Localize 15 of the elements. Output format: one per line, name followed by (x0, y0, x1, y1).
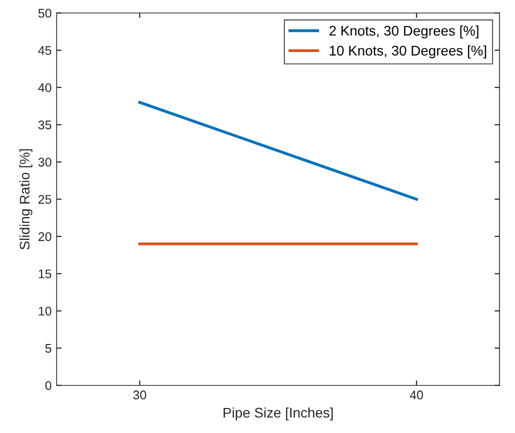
y-tick-label: 10 (38, 306, 52, 316)
y-axis-title: Sliding Ratio [%] (19, 149, 32, 250)
x-axis-title: Pipe Size [Inches] (224, 407, 333, 420)
y-tick-label: 0 (45, 381, 52, 390)
y-tick-label: 30 (38, 158, 52, 167)
y-tick-label: 50 (38, 8, 52, 18)
y-tick-label: 5 (45, 344, 52, 353)
y-tick-label: 40 (38, 83, 52, 92)
y-tick-label: 35 (38, 120, 52, 130)
y-tick-label: 25 (38, 194, 52, 204)
legend-label: 2 Knots, 30 Degrees [%] (329, 25, 478, 38)
y-tick-label: 45 (38, 46, 52, 55)
y-tick-label: 20 (38, 232, 52, 242)
legend-label: 10 Knots, 30 Degrees [%] (330, 45, 486, 58)
y-tick-label: 15 (38, 270, 52, 278)
